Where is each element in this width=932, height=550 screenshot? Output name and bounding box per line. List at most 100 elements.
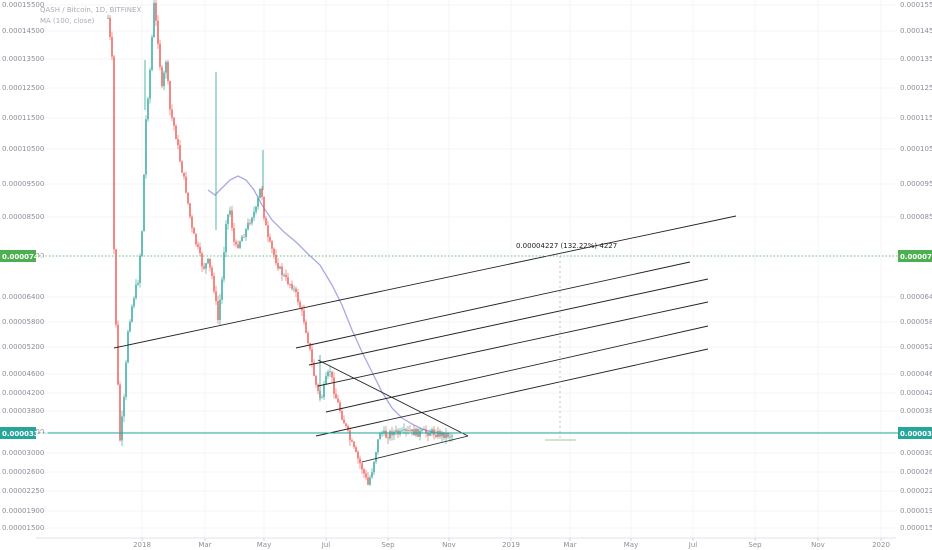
trendline-6 bbox=[315, 348, 709, 437]
candle-body bbox=[257, 198, 259, 207]
x-tick-label: Jul bbox=[321, 541, 331, 549]
candle-body bbox=[207, 258, 209, 264]
candle-body bbox=[259, 188, 261, 199]
y-axis-left: 0.00015500 0.00014500 0.00013500 0.00012500… bbox=[2, 1, 44, 532]
y-tick-right: 0.00011500 bbox=[900, 114, 932, 122]
y-tick-right: 0.00013500 bbox=[900, 55, 932, 63]
candle-body bbox=[347, 425, 349, 431]
candle-body bbox=[237, 244, 239, 248]
candle-body bbox=[277, 263, 279, 269]
candle-body bbox=[271, 241, 273, 249]
y-tick-right: 0.00002250 bbox=[900, 487, 932, 495]
candle-body bbox=[171, 109, 173, 118]
measure-annotation: 0.00004227 (132.22%) 4227 bbox=[516, 242, 617, 250]
candle-body bbox=[157, 20, 159, 44]
candle-body bbox=[357, 451, 359, 459]
candle-body bbox=[435, 434, 437, 437]
y-tick-left: 0.00006400 bbox=[2, 293, 44, 301]
candle-body bbox=[113, 56, 115, 250]
candle-body bbox=[287, 277, 289, 284]
candle-body bbox=[317, 384, 319, 391]
candle-body bbox=[401, 430, 403, 432]
y-tick-right: 0.00005200 bbox=[900, 343, 932, 351]
candle-body bbox=[335, 393, 337, 399]
candle-body bbox=[147, 98, 149, 120]
candle-body bbox=[439, 431, 441, 437]
candle-body bbox=[235, 241, 237, 245]
candle-body bbox=[253, 211, 255, 218]
trendline-drawings[interactable] bbox=[113, 215, 737, 463]
candle-body bbox=[365, 473, 367, 478]
candle-body bbox=[251, 217, 253, 224]
x-axis: 2018 Mar May Jul Sep Nov 2019 Mar May Jul Sep Nov 20… bbox=[133, 538, 890, 549]
y-tick-right: 0.00006400 bbox=[900, 293, 932, 301]
candle-body bbox=[179, 145, 181, 162]
triangle-upper bbox=[317, 359, 469, 437]
x-tick-label: May bbox=[257, 541, 271, 549]
candle-body bbox=[267, 225, 269, 238]
candle-body bbox=[331, 371, 333, 378]
candle-body bbox=[121, 416, 123, 441]
y-tick-left: 0.00005200 bbox=[2, 343, 44, 351]
candle-body bbox=[393, 431, 395, 436]
candle-body bbox=[321, 397, 323, 399]
candle-body bbox=[199, 246, 201, 254]
chart-grid bbox=[36, 0, 896, 538]
x-tick-label: 2019 bbox=[502, 541, 520, 549]
candle-body bbox=[371, 472, 373, 478]
y-tick-left: 0.00002250 bbox=[2, 487, 44, 495]
candle-body bbox=[167, 61, 169, 82]
candle-body bbox=[411, 429, 413, 432]
candle-body bbox=[177, 139, 179, 146]
candle-body bbox=[325, 376, 327, 385]
candle-body bbox=[339, 402, 341, 412]
candle-body bbox=[303, 310, 305, 323]
candle-body bbox=[215, 291, 217, 301]
candle-body bbox=[139, 255, 141, 284]
candle-body bbox=[209, 258, 211, 268]
svg-text:0.00003334: 0.00003334 bbox=[900, 430, 932, 438]
candle-body bbox=[425, 429, 427, 433]
candle-body bbox=[239, 241, 241, 248]
candle-body bbox=[427, 432, 429, 436]
candle-body bbox=[227, 214, 229, 224]
candle-body bbox=[149, 69, 151, 99]
y-tick-left: 0.00003800 bbox=[2, 407, 44, 415]
candle-body bbox=[221, 279, 223, 300]
candle-body bbox=[197, 244, 199, 247]
candle-body bbox=[337, 398, 339, 403]
candle-body bbox=[405, 429, 407, 431]
candle-body bbox=[445, 433, 447, 438]
candle-body bbox=[155, 2, 157, 21]
candle-body bbox=[305, 322, 307, 333]
candle-body bbox=[415, 428, 417, 436]
x-tick-label: Jul bbox=[688, 541, 698, 549]
x-tick-label: Mar bbox=[563, 541, 576, 549]
candle-body bbox=[193, 227, 195, 234]
candle-body bbox=[189, 203, 191, 217]
candle-body bbox=[165, 61, 167, 73]
y-tick-left: 0.00011500 bbox=[2, 114, 44, 122]
price-tag-upper-left: 0.00007430 bbox=[0, 250, 49, 262]
candle-body bbox=[409, 430, 411, 432]
legend-ma: MA (100, close) bbox=[40, 17, 95, 25]
candle-body bbox=[403, 429, 405, 431]
candle-body bbox=[441, 432, 443, 437]
candle-body bbox=[211, 267, 213, 276]
y-tick-left: 0.00005800 bbox=[2, 318, 44, 326]
candle-body bbox=[213, 275, 215, 292]
candle-body bbox=[447, 433, 449, 437]
y-tick-right: 0.00012500 bbox=[900, 84, 932, 92]
candle-body bbox=[361, 463, 363, 470]
candle-body bbox=[429, 433, 431, 436]
candle-body bbox=[111, 36, 113, 57]
candle-body bbox=[275, 254, 277, 264]
y-tick-right: 0.00009500 bbox=[900, 180, 932, 188]
candle-body bbox=[419, 430, 421, 437]
candle-body bbox=[299, 301, 301, 308]
candle-body bbox=[265, 218, 267, 226]
y-tick-left: 0.00014500 bbox=[2, 27, 44, 35]
candle-body bbox=[223, 252, 225, 280]
x-tick-label: Sep bbox=[748, 541, 762, 549]
